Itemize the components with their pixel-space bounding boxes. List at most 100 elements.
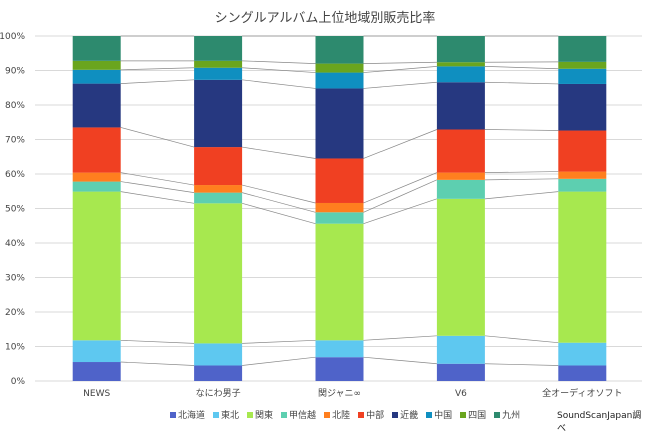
legend-swatch [460,412,466,418]
series-line [364,66,437,72]
legend-label: 関東 [255,408,273,421]
legend-label: 近畿 [400,408,418,421]
bar-segment [437,82,485,129]
bar-segment [558,343,606,366]
series-line [364,173,437,203]
bar-segment [73,127,121,172]
series-line [364,336,437,340]
series-line [364,180,437,212]
series-line [121,80,194,84]
series-line [364,129,437,158]
bar-segment [437,36,485,62]
x-tick-label: 関ジャニ∞ [318,388,361,399]
bar-segment [73,182,121,192]
legend-item: 中部 [358,408,384,421]
legend-swatch [358,412,364,418]
bar-segment [73,84,121,128]
x-tick-label: V6 [455,389,467,399]
series-line [485,129,558,130]
bar-segment [194,203,242,343]
series-line [242,80,315,89]
series-line [485,172,558,173]
series-line [121,362,194,365]
bar-segment [558,69,606,84]
bar-segment [437,180,485,199]
bar-segment [194,185,242,193]
legend-item: 北陸 [324,408,350,421]
bar-segment [194,68,242,80]
y-tick-label: 50% [5,205,25,215]
legend-swatch [213,412,219,418]
bar-segment [558,192,606,343]
bar-segment [316,357,364,381]
bar-segment [316,158,364,203]
bar-segment [194,343,242,365]
legend-label: 甲信越 [289,408,316,421]
bar-segment [558,131,606,172]
legend-item: 関東 [247,408,273,421]
bar-segment [558,179,606,192]
legend-label: 四国 [468,408,486,421]
bar-segment [316,36,364,64]
source-note: SoundScanJapan調べ [557,408,650,434]
series-line [485,66,558,68]
bar-segment [73,173,121,182]
legend-item: 東北 [213,408,239,421]
series-line [242,357,315,365]
y-tick-label: 100% [0,32,25,42]
y-tick-label: 90% [5,67,25,77]
y-tick-label: 40% [5,239,25,249]
legend-swatch [426,412,432,418]
series-line [121,340,194,343]
legend-swatch [281,412,287,418]
bar-segment [194,80,242,147]
series-line [242,193,315,213]
bar-segment [437,336,485,364]
bar-segment [194,365,242,381]
series-line [364,199,437,224]
legend-label: 北海道 [178,408,205,421]
series-line [485,179,558,180]
bar-segment [316,212,364,223]
series-line [121,127,194,147]
bar-segment [437,364,485,381]
y-tick-label: 0% [11,377,26,387]
legend-item: 九州 [494,408,520,421]
bar-segment [316,88,364,158]
bar-segment [437,173,485,180]
y-tick-label: 10% [5,343,25,353]
y-tick-label: 70% [5,136,25,146]
bar-segment [437,62,485,66]
bar-segment [73,192,121,341]
y-tick-label: 60% [5,170,25,180]
bar-segment [558,365,606,381]
legend-item: 中国 [426,408,452,421]
legend-item: 近畿 [392,408,418,421]
bar-segment [73,36,121,61]
series-line [364,82,437,88]
bar-segment [73,61,121,70]
bar-segment [558,36,606,62]
legend-swatch [494,412,500,418]
bar-segment [558,62,606,69]
bar-segment [316,203,364,212]
legend-item: 甲信越 [281,408,316,421]
bar-segment [73,70,121,84]
bar-segment [316,224,364,341]
series-line [242,61,315,64]
series-line [242,203,315,223]
series-line [485,336,558,343]
series-line [364,62,437,63]
legend-swatch [324,412,330,418]
bar-segment [558,172,606,179]
legend-swatch [247,412,253,418]
bar-segment [316,64,364,73]
y-tick-label: 30% [5,274,25,284]
legend-item: 北海道 [170,408,205,421]
bar-segment [194,147,242,185]
series-line [485,82,558,84]
series-line [242,147,315,158]
y-tick-label: 80% [5,101,25,111]
bar-segment [558,84,606,131]
